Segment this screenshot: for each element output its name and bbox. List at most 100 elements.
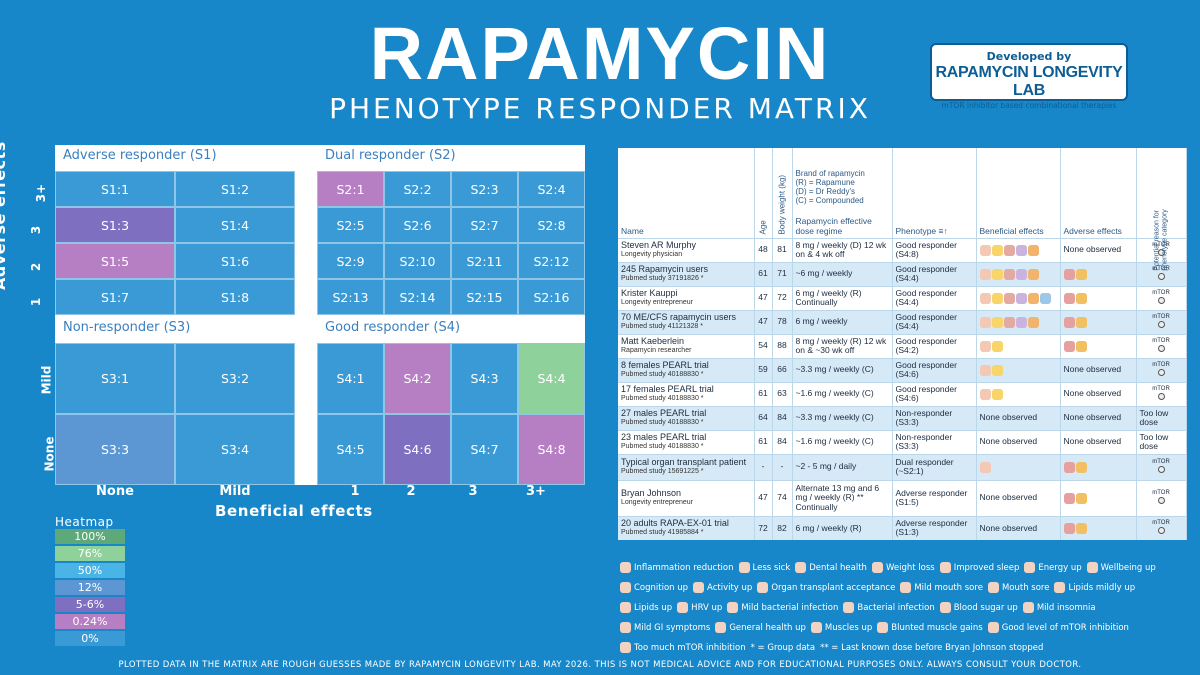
heatmap-legend-item: 12%: [55, 580, 125, 596]
legend-icon: [1054, 582, 1066, 593]
table-row: 20 adults RAPA-EX-01 trial Pubmed study 4…: [618, 515, 1187, 540]
legend-item: Weight loss: [871, 558, 935, 578]
responder-matrix: Adverse responder (S1) S1:1 S1:2 S1:3 S1:4 S1…: [55, 145, 585, 485]
x-tick-label: Mild: [219, 484, 251, 499]
legend-icon: [987, 622, 999, 633]
heatmap-cell: S1:8: [175, 279, 295, 315]
legend-icon: [677, 602, 689, 613]
legend-icon: [987, 582, 999, 593]
responder-table: Name Age Body weight (kg) Brand of rapam…: [618, 148, 1187, 540]
heatmap-cell: S1:7: [55, 279, 175, 315]
legend-icon: [620, 642, 631, 653]
heatmap-legend-title: Heatmap: [55, 515, 114, 529]
heatmap-cell: S2:8: [518, 207, 585, 243]
mtor-icon: [1157, 496, 1165, 504]
legend-icon: [1022, 602, 1034, 613]
mtor-icon: [1157, 368, 1165, 376]
heatmap-cell: S3:2: [175, 343, 295, 414]
legend-item: Lipids up: [620, 598, 672, 618]
y-tick-label: 1: [29, 297, 44, 307]
heatmap-cell: S2:16: [518, 279, 585, 315]
heatmap-cell: S3:4: [175, 414, 295, 485]
heatmap-cell: S4:5: [317, 414, 384, 485]
effect-icon: [1003, 292, 1015, 304]
heatmap-legend-item: 0.24%: [55, 614, 125, 630]
effect-icon: [991, 364, 1003, 376]
legend-icon: [620, 562, 631, 573]
legend-icon: [877, 622, 889, 633]
table-row: 27 males PEARL trial Pubmed study 4018883…: [618, 405, 1187, 430]
adverse-icon: [1063, 522, 1075, 534]
table-row: 245 Rapamycin users Pubmed study 37191826…: [618, 261, 1187, 286]
legend-icon: [738, 562, 750, 573]
effect-icon: [979, 292, 991, 304]
legend-item: Energy up: [1024, 558, 1082, 578]
effect-icon: [979, 388, 991, 400]
heatmap-cell: S4:6: [384, 414, 451, 485]
adverse-icon: [1075, 340, 1087, 352]
legend-item: Mouth sore: [987, 578, 1049, 598]
x-tick-label: None: [96, 484, 134, 499]
legend-item: General health up: [715, 618, 806, 638]
table-row: Typical organ transplant patient Pubmed s…: [618, 453, 1187, 480]
effect-icon: [1039, 292, 1051, 304]
effect-icon: [979, 340, 991, 352]
col-adverse: Adverse effects: [1060, 148, 1137, 238]
adverse-icon: [1063, 340, 1075, 352]
adverse-icon: [1063, 268, 1075, 280]
y-tick-label: 3: [29, 225, 44, 235]
badge-line3: mTOR inhibitor based combinational thera…: [941, 101, 1117, 110]
legend-icon: [810, 622, 822, 633]
legend-icon: [757, 582, 769, 593]
mtor-icon: [1157, 320, 1165, 328]
x-tick-label: 3+: [526, 484, 546, 499]
heatmap-cell: S2:3: [451, 171, 518, 207]
legend-icon: [620, 622, 631, 633]
legend-item: Inflammation reduction: [620, 558, 734, 578]
adverse-icon: [1063, 292, 1075, 304]
heatmap-cell: S2:15: [451, 279, 518, 315]
effect-icon: [1027, 244, 1039, 256]
quadrant-title: Non-responder (S3): [55, 317, 295, 339]
effect-icon: [1015, 292, 1027, 304]
adverse-icon: [1075, 522, 1087, 534]
mtor-icon: [1157, 296, 1165, 304]
heatmap-cell: S4:4: [518, 343, 585, 414]
page-title: RAPAMYCIN: [369, 12, 831, 95]
adverse-icon: [1063, 316, 1075, 328]
quadrant-title: Adverse responder (S1): [55, 145, 295, 167]
heatmap-cell: S2:10: [384, 243, 451, 279]
legend-item: Bacterial infection: [843, 598, 935, 618]
legend-item: ** = Last known dose before Bryan Johnso…: [820, 643, 1044, 653]
effect-icon: [991, 292, 1003, 304]
heatmap-cell: S2:1: [317, 171, 384, 207]
heatmap-legend-item: 76%: [55, 546, 125, 562]
heatmap-cell: S4:7: [451, 414, 518, 485]
x-tick-label: 2: [406, 484, 416, 499]
sort-icon: ≡↑: [938, 225, 948, 236]
effect-icon: [1015, 244, 1027, 256]
col-phenotype[interactable]: Phenotype ≡↑: [892, 148, 977, 238]
legend-item: Dental health: [795, 558, 867, 578]
heatmap-cell: S1:3: [55, 207, 175, 243]
heatmap-cell: S2:4: [518, 171, 585, 207]
legend-item: * = Group data: [750, 643, 816, 653]
legend-item: Less sick: [738, 558, 790, 578]
heatmap-legend-item: 100%: [55, 529, 125, 545]
legend-item: HRV up: [677, 598, 722, 618]
adverse-icon: [1075, 492, 1087, 504]
table-row: Krister Kauppi Longevity entrepreneur 47 72…: [618, 285, 1187, 310]
mtor-icon: [1157, 272, 1165, 280]
heatmap-cell: S3:1: [55, 343, 175, 414]
effect-icon: [979, 316, 991, 328]
x-tick-label: 3: [468, 484, 478, 499]
heatmap-cell: S2:5: [317, 207, 384, 243]
effect-icon: [979, 244, 991, 256]
legend-icon: [693, 582, 705, 593]
effect-icon: [991, 316, 1003, 328]
x-axis-title: Beneficial effects: [215, 502, 373, 520]
adverse-icon: [1075, 292, 1087, 304]
col-beneficial: Beneficial effects: [976, 148, 1061, 238]
effect-icon: [1003, 268, 1015, 280]
mtor-icon: [1157, 248, 1165, 256]
